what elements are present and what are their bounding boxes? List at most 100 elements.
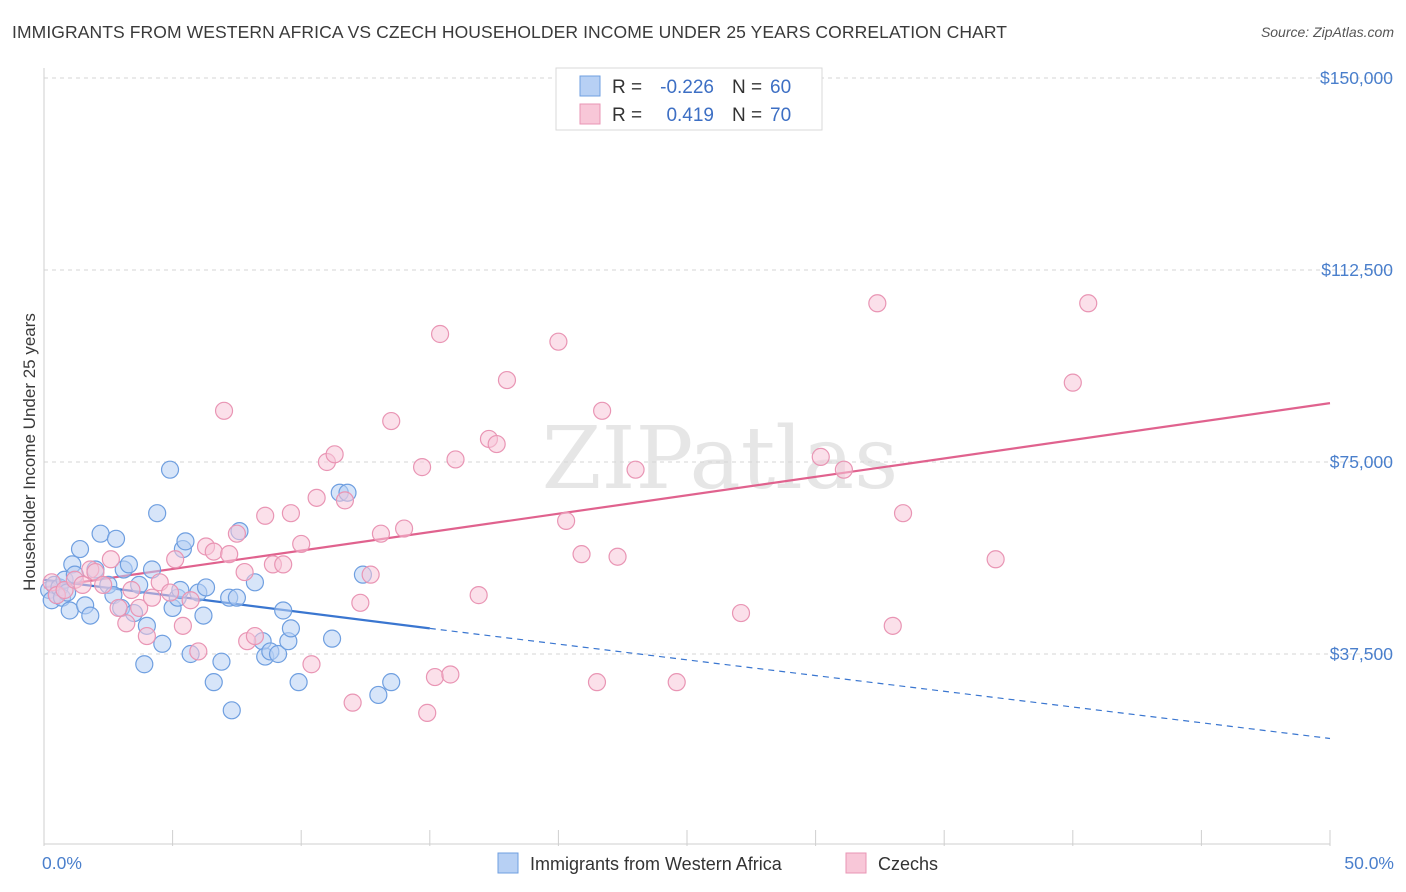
point-czechs [430,324,450,344]
point-czechs [220,545,239,564]
point-western-africa [119,555,138,574]
legend-r-value-1: -0.226 [660,77,714,98]
point-western-africa [196,578,216,597]
legend-n-value-1: 60 [770,77,791,98]
series-legend-swatch-pink [845,852,867,874]
point-western-africa [160,460,180,479]
point-czechs [94,575,113,594]
point-czechs [235,562,254,582]
series-legend: Immigrants from Western Africa Czechs [497,852,938,874]
point-czechs [731,603,751,623]
point-western-africa [176,532,195,551]
point-western-africa [268,644,288,664]
point-czechs [256,506,275,525]
point-czechs [307,488,326,507]
point-czechs [292,534,311,554]
data-points [40,294,1098,722]
point-western-africa [227,588,246,607]
y-tick-label-1: $75,000 [1330,452,1394,472]
x-tick-max: 50.0% [1344,853,1394,873]
series-legend-label-pink: Czechs [878,854,938,874]
point-czechs [73,575,92,594]
point-western-africa [194,606,213,625]
legend-swatch-pink [579,103,601,125]
legend-r-label-1: R = [612,77,642,98]
point-western-africa [204,673,223,692]
series-legend-label-blue: Immigrants from Western Africa [530,854,783,874]
watermark-text: ZIPatlas [542,409,898,509]
point-czechs [351,593,370,612]
y-tick-label-3: $150,000 [1320,68,1393,88]
chart-title: IMMIGRANTS FROM WESTERN AFRICA VS CZECH … [12,22,1008,42]
point-czechs [587,673,607,692]
point-czechs [325,445,344,464]
point-czechs [343,693,362,712]
point-western-africa [222,701,241,720]
point-czechs [986,550,1005,569]
point-czechs [382,411,401,431]
y-tick-label-2: $112,500 [1321,260,1393,280]
y-axis-label: Householder Income Under 25 years [20,313,39,591]
point-western-africa [81,606,100,625]
point-czechs [101,550,120,569]
point-western-africa [91,524,110,543]
point-czechs [371,524,391,543]
trend-line-extension-0 [429,627,1331,740]
point-western-africa [382,673,401,692]
point-czechs [173,616,192,635]
point-western-africa [369,685,388,705]
point-western-africa [148,504,167,523]
chart-source: Source: ZipAtlas.com [1260,24,1394,40]
point-western-africa [274,601,293,620]
legend-r-label-2: R = [612,105,642,126]
point-western-africa [135,655,154,674]
point-western-africa [60,601,79,620]
point-czechs [117,614,136,633]
point-czechs [189,642,208,661]
point-czechs [608,547,627,566]
point-czechs [425,667,445,687]
y-tick-label-0: $37,500 [1330,644,1394,664]
point-czechs [214,401,234,420]
point-czechs [446,450,465,469]
point-czechs [868,294,887,313]
point-czechs [441,665,460,684]
point-western-africa [70,539,90,559]
point-czechs [302,655,321,674]
series-legend-swatch-blue [497,852,519,874]
point-czechs [557,511,576,530]
legend-n-label-1: N = [732,77,762,98]
point-czechs [593,401,612,420]
point-western-africa [153,634,172,653]
point-czechs [487,434,506,454]
y-tick-labels: $37,500 $75,000 $112,500 $150,000 [1320,68,1393,664]
point-czechs [204,542,223,561]
point-czechs [137,626,156,646]
point-czechs [394,519,414,538]
correlation-legend: R = -0.226 N = 60 R = 0.419 N = 70 [555,67,823,131]
point-western-africa [212,652,231,671]
legend-n-label-2: N = [732,105,762,126]
point-czechs [1063,373,1082,392]
point-czechs [572,545,591,564]
point-western-africa [322,629,342,648]
point-western-africa [289,673,308,692]
point-czechs [181,591,200,610]
point-czechs [122,580,141,600]
point-czechs [834,460,853,479]
point-czechs [469,586,488,605]
watermark: ZIPatlas [542,409,898,509]
x-tick-min: 0.0% [42,853,82,873]
point-czechs [109,598,128,618]
point-czechs [667,673,686,692]
point-czechs [412,458,432,477]
point-czechs [497,370,517,390]
legend-n-value-2: 70 [770,105,791,126]
point-czechs [166,550,185,569]
point-czechs [245,626,265,646]
axes [43,68,1331,846]
point-czechs [274,555,293,574]
point-czechs [811,447,830,466]
legend-r-value-2: 0.419 [666,105,714,126]
